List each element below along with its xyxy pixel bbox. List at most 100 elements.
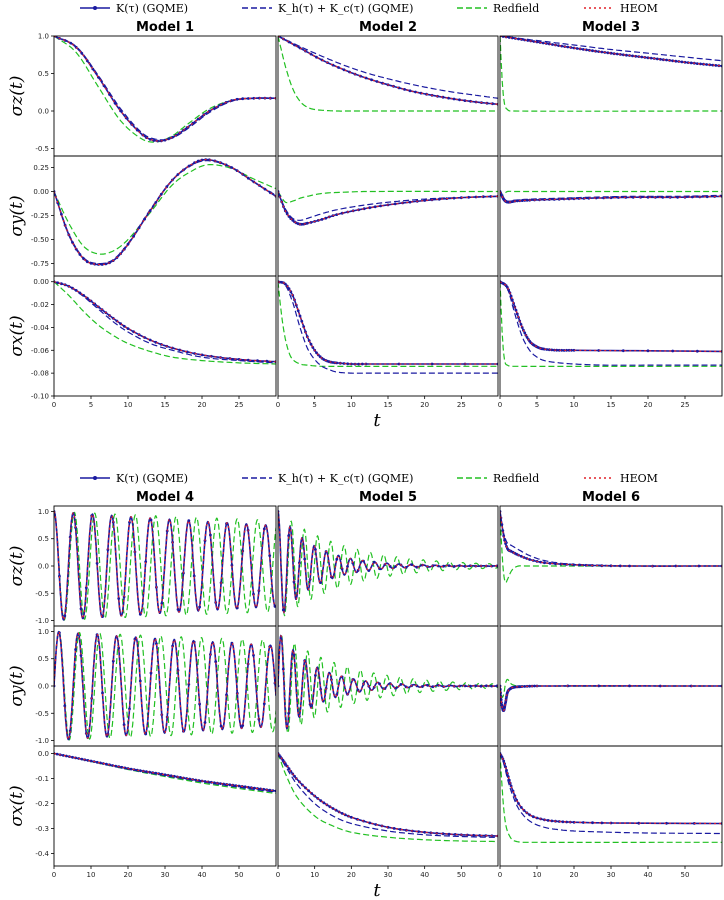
series-marker (331, 807, 335, 810)
series-line (500, 685, 722, 710)
y-tick-label: 0.00 (33, 278, 49, 286)
series-line (54, 164, 276, 255)
series-marker (426, 683, 429, 687)
series-marker (393, 202, 397, 206)
series-marker (584, 48, 588, 52)
series-marker (520, 199, 524, 203)
x-tick-label: 50 (681, 871, 690, 879)
x-tick-label: 0 (276, 401, 280, 409)
subplot: 0.0 -0.1 -0.2 -0.3 -0.4 0 10 20 30 40 50 (35, 745, 277, 879)
x-tick-label: 30 (161, 871, 170, 879)
series-line (500, 511, 722, 567)
series-marker (55, 752, 59, 756)
series-marker (241, 724, 245, 727)
series-line (500, 678, 722, 699)
series-marker (550, 348, 554, 352)
subplot-frame (499, 155, 723, 277)
x-tick-label: 10 (570, 401, 579, 409)
series-marker (212, 781, 216, 785)
legend-label: HEOM (620, 2, 658, 15)
series-line (278, 281, 498, 365)
series-marker (453, 833, 457, 836)
series-marker (423, 830, 427, 834)
series-marker (63, 614, 67, 618)
series-marker (618, 564, 622, 568)
series-marker (80, 757, 84, 761)
series-marker (403, 88, 406, 91)
series-marker (572, 348, 576, 352)
series-marker (519, 323, 523, 326)
series-marker (625, 53, 628, 57)
y-tick-label: -0.06 (31, 347, 50, 355)
series-marker (628, 684, 631, 688)
series-marker (452, 565, 456, 568)
series-marker (79, 654, 83, 657)
series-marker (500, 698, 503, 702)
series-line (278, 36, 498, 99)
series-marker (581, 48, 585, 51)
series-marker (292, 580, 296, 584)
series-marker (349, 815, 353, 819)
series-marker (287, 534, 291, 538)
y-axis-label: σz(t) (7, 76, 27, 117)
series-marker (474, 684, 478, 688)
series-marker (74, 289, 78, 292)
x-axis-label: t (373, 880, 381, 900)
series-marker (230, 166, 234, 169)
y-tick-label: 0.0 (38, 683, 49, 691)
series-marker (370, 78, 373, 82)
series-marker (198, 702, 202, 706)
subplot (277, 625, 499, 747)
series-marker (163, 773, 167, 777)
series-marker (378, 682, 381, 686)
series-line (500, 511, 722, 567)
series-marker (631, 195, 635, 199)
series-marker (525, 198, 529, 202)
x-tick-label: 25 (681, 401, 690, 409)
panel-title: Model 1 (136, 20, 194, 35)
series-line (278, 36, 498, 106)
x-tick-label: 15 (161, 401, 170, 409)
subplot: 0.00-0.02-0.04-0.06-0.08-0.100 5 10 15 20 25 (31, 275, 277, 409)
series-marker (546, 819, 550, 822)
y-tick-label: -0.2 (35, 800, 49, 808)
series-line (54, 631, 276, 740)
series-marker (505, 768, 508, 772)
series-marker (144, 560, 148, 564)
series-line (278, 190, 498, 204)
series-line (54, 630, 276, 741)
series-marker (179, 776, 182, 779)
legend-item: Redfield (457, 472, 539, 485)
series-marker (298, 314, 302, 318)
series-line (278, 753, 498, 843)
series-marker (214, 660, 218, 664)
y-tick-label: 0.5 (38, 535, 49, 543)
legend-item: K_h(τ) + K_c(τ) (GQME) (242, 2, 413, 15)
series-marker (148, 338, 152, 342)
series-marker (489, 195, 493, 198)
series-marker (122, 723, 126, 727)
series-marker (495, 684, 498, 688)
series-marker (566, 45, 570, 49)
x-tick-label: 20 (124, 871, 133, 879)
series-marker (300, 319, 304, 323)
series-marker (111, 659, 115, 663)
series-marker (557, 348, 561, 352)
series-marker (243, 785, 247, 789)
series-line (500, 281, 722, 352)
series-marker (463, 564, 467, 568)
series-marker (594, 196, 598, 200)
series-marker (441, 832, 445, 836)
series-marker (117, 646, 121, 650)
series-marker (447, 832, 451, 836)
series-marker (452, 97, 456, 101)
series-marker (548, 561, 552, 565)
axis-labels: σz(t) σy(t) σx(t) t σz(t) σy(t) σx(t) t (7, 76, 381, 900)
y-tick-label: 1.0 (38, 508, 49, 516)
series-marker (658, 684, 662, 688)
series-marker (176, 608, 180, 611)
series-marker (367, 569, 371, 572)
series-marker (575, 47, 579, 50)
x-tick-label: 20 (347, 871, 356, 879)
series-marker (209, 533, 212, 537)
